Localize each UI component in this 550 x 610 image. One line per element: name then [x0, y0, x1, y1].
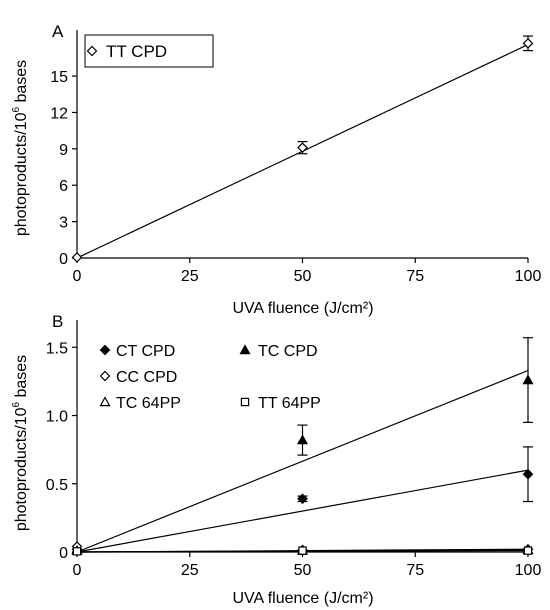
legend-symbol-tt-cpd [86, 45, 98, 57]
panel-a: A 0 25 50 75 100 0 3 6 9 12 15 TT CPD UVA fluence … [11, 22, 541, 317]
panel-b-y-axis-label: photoproducts/106 bases [11, 355, 30, 531]
panel-a-y-axis-label-tail: bases [13, 60, 30, 107]
panel-b-plot-area: 0 25 50 75 100 0 0.5 1.0 1.5 [46, 320, 542, 579]
panel-a-x-axis-label: UVA fluence (J/cm²) [232, 300, 373, 317]
panel-a-y-axis-label: photoproducts/106 bases [11, 60, 30, 236]
data-point-tt-cpd [522, 37, 534, 49]
legend-marker-tt-cpd [86, 45, 98, 57]
x-tick-label: 0 [73, 562, 82, 579]
panel-b-y-axis-label-main: photoproducts/10 [13, 407, 30, 531]
trendline-tc-cpd [76, 369, 529, 553]
y-tick-label: 1.5 [46, 340, 68, 357]
legend-label-cc-cpd: CC CPD [116, 369, 177, 386]
legend-marker-tc-cpd [239, 344, 251, 355]
panel-b-legend: CT CPD TC CPD CC CPD TC 64PP TT 64PP [99, 343, 321, 412]
data-point-ct-cpd [522, 468, 534, 480]
legend-symbol-cc-cpd [99, 370, 111, 382]
panel-b-y-axis-label-exp: 6 [11, 402, 22, 408]
data-point-tt-64pp [298, 546, 307, 555]
legend-marker-tc-64pp [99, 396, 111, 407]
legend-marker-tt-64pp [240, 397, 250, 407]
panel-a-label: A [52, 22, 64, 41]
x-tick-label: 50 [294, 268, 312, 285]
y-tick-label: 0 [59, 251, 68, 268]
y-tick-label: 15 [50, 69, 68, 86]
legend-symbol-tc-64pp [99, 396, 111, 407]
legend-label-tc-cpd: TC CPD [258, 343, 318, 360]
data-point-tt-cpd [297, 142, 308, 153]
panel-b-x-axis-label: UVA fluence (J/cm²) [232, 590, 373, 607]
panel-a-legend-box [84, 34, 214, 68]
data-point-tt-64pp [523, 546, 533, 555]
y-tick-label: 3 [59, 215, 68, 232]
panel-a-plot-area: 0 25 50 75 100 0 3 6 9 12 15 [50, 30, 541, 285]
legend-symbol-tc-cpd [239, 344, 251, 355]
x-tick-label: 25 [181, 562, 199, 579]
panel-b: B 0 25 50 75 100 0 0.5 1.0 1.5 CT CPD TC CPD CC … [11, 312, 541, 607]
legend-marker-cc-cpd [99, 370, 111, 382]
panel-a-y-axis-label-main: photoproducts/10 [13, 112, 30, 236]
legend-label-ct-cpd: CT CPD [116, 343, 175, 360]
legend-label-tt-64pp: TT 64PP [258, 395, 321, 412]
legend-symbol-tt-64pp [240, 397, 250, 407]
panel-a-y-axis-label-exp: 6 [11, 107, 22, 113]
legend-label-tc-64pp: TC 64PP [116, 395, 181, 412]
legend-symbol-ct-cpd [99, 344, 111, 356]
data-point-ct-cpd [297, 493, 308, 505]
legend-marker-ct-cpd [99, 344, 111, 356]
data-point-tt-cpd [71, 252, 83, 263]
x-tick-label: 100 [515, 562, 542, 579]
panel-b-y-axis-label-tail: bases [13, 355, 30, 402]
legend-label-tt-cpd: TT CPD [106, 42, 167, 61]
data-point-tc-cpd [522, 374, 534, 385]
y-tick-label: 0 [59, 545, 68, 562]
x-tick-label: 25 [181, 268, 199, 285]
x-tick-label: 0 [73, 268, 82, 285]
x-tick-label: 75 [406, 268, 424, 285]
y-tick-label: 0.5 [46, 477, 68, 494]
panel-b-label: B [52, 312, 63, 331]
data-point-tc-cpd [296, 434, 309, 445]
panel-a-legend: TT CPD [84, 34, 214, 68]
trendline-ct-cpd [76, 469, 529, 553]
y-tick-label: 6 [59, 178, 68, 195]
x-tick-label: 100 [515, 268, 542, 285]
y-tick-label: 1.0 [46, 409, 68, 426]
x-tick-label: 75 [406, 562, 424, 579]
y-tick-label: 9 [59, 142, 68, 159]
x-tick-label: 50 [294, 562, 312, 579]
y-tick-label: 12 [50, 105, 68, 122]
data-point-tt-64pp [72, 547, 82, 556]
